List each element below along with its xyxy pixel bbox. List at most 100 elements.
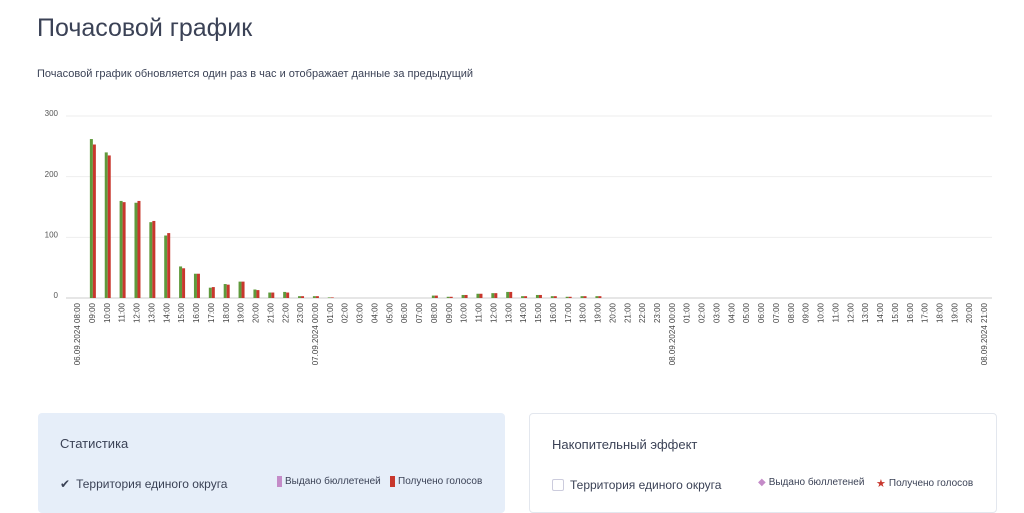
bar [598,296,602,298]
bar [431,295,435,298]
bar [179,266,183,298]
x-tick-label: 14:00 [519,302,528,323]
bar [104,152,108,298]
x-tick-label: 03:00 [356,302,365,323]
x-tick-label: 09:00 [88,302,97,323]
x-tick-label: 07:00 [415,302,424,323]
x-tick-label: 08.09.2024 00:00 [668,302,677,365]
bar [119,200,123,298]
bar [271,292,275,298]
legend-marker [390,476,395,487]
y-tick-label: 300 [45,109,59,118]
bar [494,293,498,298]
x-tick-label: 18:00 [936,302,945,323]
x-tick-label: 19:00 [950,302,959,323]
legend-item[interactable]: Получено голосов [390,476,482,487]
legend-item[interactable]: ◆ Выдано бюллетеней [758,477,864,488]
page-title: Почасовой график [37,14,253,42]
x-tick-label: 21:00 [623,302,632,323]
legend-item[interactable]: Выдано бюллетеней [277,476,381,487]
bar [89,139,93,298]
bar [524,296,528,298]
page: {"header": {"title": "Почасовой график",… [37,14,997,513]
bar [312,296,316,298]
bar [330,297,334,298]
y-tick-label: 200 [45,170,59,179]
x-tick-label: 17:00 [921,302,930,323]
bar [461,294,465,298]
x-tick-label: 23:00 [296,302,305,323]
bar [152,220,156,298]
bar [464,294,468,298]
x-tick-label: 01:00 [683,302,692,323]
legend-label: Выдано бюллетеней [285,476,381,487]
bar [122,202,126,298]
x-tick-label: 10:00 [460,302,469,323]
x-tick-label: 22:00 [281,302,290,323]
x-tick-label: 13:00 [147,302,156,323]
bar [241,281,245,298]
legend-marker [277,476,282,487]
y-tick-label: 100 [45,230,59,239]
x-tick-label: 01:00 [326,302,335,323]
page-subtitle: Почасовой график обновляется один раз в … [37,68,474,80]
x-tick-label: 20:00 [608,302,617,323]
bar [583,296,587,298]
x-tick-label: 18:00 [222,302,231,323]
bar [134,202,138,298]
legend-label: Получено голосов [398,476,483,487]
x-tick-label: 08.09.2024 21:00 [980,302,989,365]
bar [506,291,510,298]
x-tick-label: 12:00 [489,302,498,323]
x-tick-label: 17:00 [564,302,573,323]
checkbox-label: Территория единого округа [76,477,228,491]
bar [283,291,287,298]
bar [149,222,153,298]
panel-title: Статистика [60,436,129,451]
x-tick-label: 04:00 [727,302,736,323]
legend-item[interactable]: ★ Получено голосов [876,477,973,490]
bar [193,273,197,298]
x-tick-label: 02:00 [698,302,707,323]
statistics-panel: Статистика ✔ Территория единого округа Вы… [38,413,505,513]
x-tick-label: 06.09.2024 08:00 [73,302,82,365]
bar [521,296,525,298]
x-tick-label: 13:00 [504,302,513,323]
x-tick-label: 02:00 [341,302,350,323]
bar [580,296,584,298]
x-tick-label: 07.09.2024 00:00 [311,302,320,365]
x-tick-label: 17:00 [207,302,216,323]
bar [256,290,260,298]
checkbox[interactable]: ✔ Территория единого округа [60,477,227,491]
x-tick-label: 15:00 [891,302,900,323]
bar [164,235,168,298]
x-tick-label: 11:00 [118,302,127,322]
cumulative-panel: Накопительный эффект Территория единого … [529,413,997,513]
legend-label: Получено голосов [888,478,974,489]
x-tick-label: 19:00 [237,302,246,323]
chart: 0 100 200 300 06.09.2024 08:00 09:00 10:00 11:0… [45,109,992,365]
x-tick-label: 14:00 [162,302,171,323]
x-tick-label: 15:00 [177,302,186,323]
bar [446,296,450,298]
x-tick-label: 10:00 [103,302,112,323]
x-tick-label: 22:00 [638,302,647,323]
x-tick-label: 19:00 [594,302,603,323]
checkbox[interactable]: Территория единого округа [552,478,721,492]
check-box [552,479,564,491]
x-tick-label: 11:00 [475,302,484,322]
bar [196,273,200,298]
bar [568,296,572,298]
x-tick-label: 20:00 [965,302,974,323]
x-tick-label: 15:00 [534,302,543,323]
x-tick-label: 18:00 [579,302,588,323]
bar [301,296,305,298]
bar [167,233,171,298]
x-tick-label: 09:00 [445,302,454,323]
x-tick-label: 14:00 [876,302,885,323]
x-tick-label: 16:00 [192,302,201,323]
bar [535,294,539,298]
bar [327,297,331,298]
panel-title: Накопительный эффект [552,437,698,452]
bar [92,144,96,298]
